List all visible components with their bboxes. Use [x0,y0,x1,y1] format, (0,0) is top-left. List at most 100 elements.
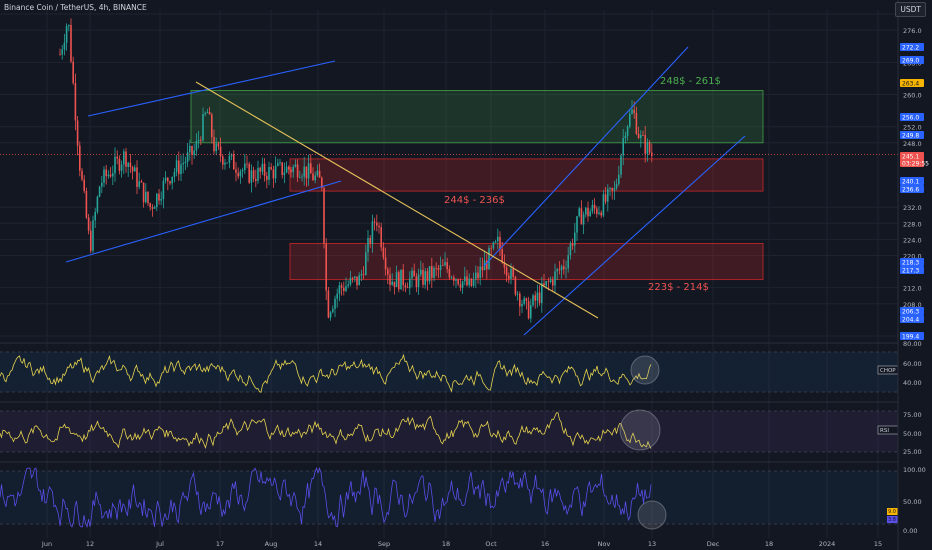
candle-body [490,247,492,249]
candle-body [215,143,217,152]
candle-body [602,194,605,216]
candle-body [268,167,270,180]
candle-body [415,276,418,288]
candle-body [237,172,239,177]
price-label-9: 218.3 [902,260,919,267]
candle-body [514,276,517,295]
candle-body [395,272,398,288]
candle-body [578,208,580,217]
candle-body [345,286,347,292]
candle-body [246,163,248,165]
candle-body [622,138,624,156]
candle-body [475,272,477,280]
price-label-box-2 [900,79,924,87]
x-tick-label-9: 16 [541,540,549,548]
candle-body [442,265,444,266]
candle-body [134,167,136,172]
candle-body [644,135,646,154]
candle-body [376,222,378,226]
candle-body [640,135,642,139]
candle-body [492,242,495,249]
pane-label-0: CHOP [880,368,896,374]
currency-button[interactable]: USDT [895,2,926,17]
candle-body [129,162,132,168]
candle-body [582,214,585,225]
candle-body [512,268,514,277]
price-label-8: 236.6 [902,187,919,194]
candle-body [646,142,649,154]
price-label-box-3 [900,113,924,121]
candle-body [219,146,222,157]
candle-body [191,146,193,155]
y-tick-label-6: 232.0 [903,204,922,212]
candle-body [153,207,156,209]
candle-body [85,190,88,218]
price-label-box-9 [900,258,924,266]
price-label-box-12 [900,315,924,323]
x-tick-label-14: 2024 [819,540,836,548]
candle-body [156,193,158,208]
candle-body [178,160,180,175]
candle-body [186,152,189,162]
candle-body [560,266,563,271]
candle-body [252,170,255,179]
candle-body [402,269,404,286]
price-label-box-10 [900,266,924,274]
candle-body [340,285,343,288]
drawn-line-3 [523,135,746,336]
candle-body [63,42,66,50]
y-tick-label-9: 220.0 [903,252,922,260]
candle-body [362,274,365,275]
candle-body [281,162,283,175]
price-label-2: 263.4 [902,81,919,88]
candle-body [303,166,305,177]
candle-body [224,162,226,165]
candle-body [424,271,426,285]
candle-body [523,298,525,304]
candle-body [274,165,277,179]
candle-body [136,167,138,187]
candle-body [455,279,457,281]
candle-body [131,167,134,172]
candle-body [631,109,633,114]
candle-body [206,112,209,114]
price-label-7: 240.1 [902,179,919,186]
candle-body [354,276,356,279]
x-tick-label-13: 18 [765,540,773,548]
candle-body [398,272,400,290]
highlight-circle-0 [630,355,660,385]
candle-body [609,188,611,189]
candle-body [468,278,470,286]
candle-body [508,275,510,280]
candle-body [554,271,556,286]
candle-body [120,164,123,171]
pane-0-tick-2: 40.00 [903,379,922,387]
zone-label-1: 244$ - 236$ [444,195,505,206]
candle-body [158,193,160,201]
pane-1-tick-0: 75.00 [903,411,922,419]
candle-body [266,175,268,180]
candle-body [642,135,644,136]
candle-body [233,154,235,170]
candle-body [312,173,314,181]
candle-body [87,217,90,231]
last-value-box-1 [887,516,898,523]
zone-1 [289,158,764,192]
candle-body [470,278,473,286]
x-tick-label-10: Nov [598,540,611,548]
price-label-4: 249.8 [902,133,919,140]
candle-body [250,170,253,183]
highlight-circle-2 [637,500,667,530]
candle-body [323,188,325,244]
candle-body [310,163,312,174]
candle-body [169,181,171,184]
pane-0-tick-0: 80.00 [903,340,922,348]
candle-body [411,270,413,279]
candle-body [499,236,501,250]
zone-label-2: 223$ - 214$ [648,282,709,293]
candle-body [444,262,446,266]
x-tick-label-2: Jul [155,540,164,548]
candle-body [437,268,440,270]
